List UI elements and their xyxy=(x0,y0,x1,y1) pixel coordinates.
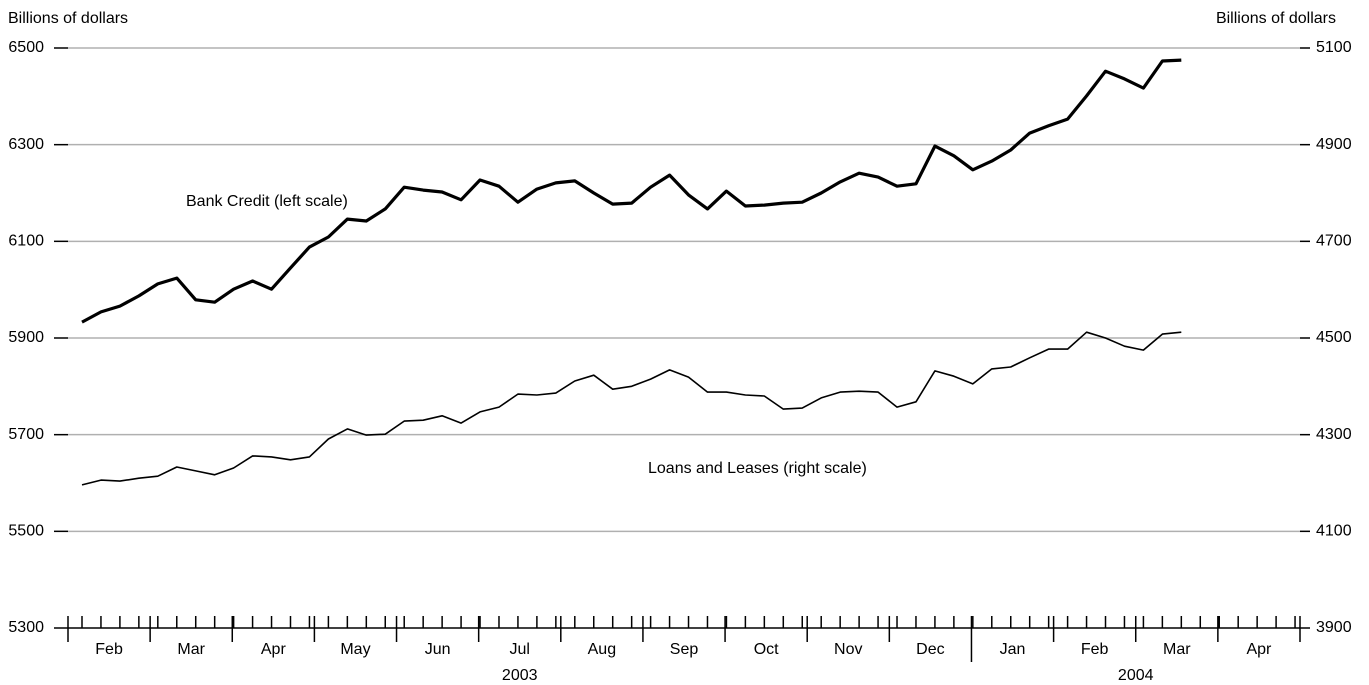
y2-tick-label: 4100 xyxy=(1316,523,1352,540)
series-line xyxy=(81,58,1182,324)
x-tick-label: Dec xyxy=(916,641,944,658)
x-tick-label: Jul xyxy=(510,641,530,658)
y-tick-label: 6100 xyxy=(8,233,44,250)
x-tick-label: Mar xyxy=(1163,641,1191,658)
y-tick-label: 5900 xyxy=(8,329,44,346)
annotation: Bank Credit (left scale) xyxy=(186,193,348,210)
x-tick-label: May xyxy=(340,641,370,658)
y-tick-label: 5500 xyxy=(8,523,44,540)
x-tick-label: Jun xyxy=(425,641,451,658)
y-axis-label: Billions of dollars xyxy=(8,10,128,27)
y-tick-label: 5300 xyxy=(8,619,44,636)
y2-tick-label: 4700 xyxy=(1316,233,1352,250)
y-tick-label: 6500 xyxy=(8,39,44,56)
y-tick-label: 6300 xyxy=(8,136,44,153)
annotation: Loans and Leases (right scale) xyxy=(648,460,867,477)
y2-tick-label: 4300 xyxy=(1316,426,1352,443)
x-tick-label: Oct xyxy=(754,641,779,658)
series-line xyxy=(81,331,1182,486)
x-tick-label: Apr xyxy=(261,641,287,658)
y2-tick-label: 4500 xyxy=(1316,329,1352,346)
x-year-label: 2004 xyxy=(1118,667,1154,684)
x-tick-label: Jan xyxy=(1000,641,1026,658)
x-year-label: 2003 xyxy=(502,667,538,684)
y-tick-label: 5700 xyxy=(8,426,44,443)
y2-tick-label: 3900 xyxy=(1316,619,1352,636)
x-tick-label: Nov xyxy=(834,641,862,658)
y2-tick-label: 5100 xyxy=(1316,39,1352,56)
y2-axis-label: Billions of dollars xyxy=(1216,10,1336,27)
x-tick-label: Aug xyxy=(588,641,616,658)
x-tick-label: Feb xyxy=(1081,641,1109,658)
x-tick-label: Sep xyxy=(670,641,699,658)
x-tick-label: Feb xyxy=(95,641,123,658)
x-tick-label: Apr xyxy=(1246,641,1272,658)
y2-tick-label: 4900 xyxy=(1316,136,1352,153)
x-tick-label: Mar xyxy=(177,641,205,658)
